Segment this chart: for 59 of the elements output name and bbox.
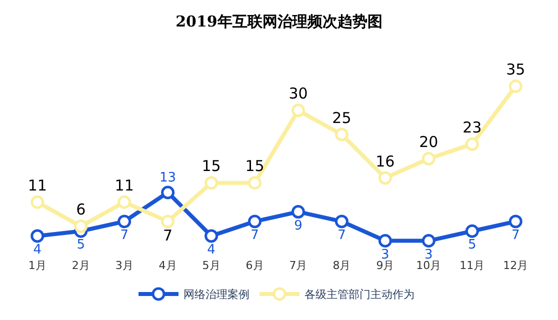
legend-label: 各级主管部门主动作为 <box>304 288 414 302</box>
data-label: 11 <box>28 176 47 195</box>
point <box>465 137 479 151</box>
data-label: 13 <box>160 170 176 186</box>
data-label: 5 <box>468 238 476 253</box>
point <box>161 186 175 200</box>
data-label: 7 <box>120 228 128 244</box>
data-label: 15 <box>202 157 221 176</box>
point <box>422 152 436 166</box>
point <box>74 220 88 234</box>
x-tick-label: 6月 <box>246 259 264 272</box>
data-label: 11 <box>114 176 134 195</box>
x-tick-label: 9月 <box>376 259 394 272</box>
data-label: 4 <box>33 242 42 258</box>
data-label: 6 <box>76 200 86 219</box>
point <box>291 104 305 118</box>
data-label: 5 <box>76 238 85 253</box>
point <box>30 229 44 243</box>
data-label: 7 <box>163 226 173 245</box>
data-label: 15 <box>245 157 264 176</box>
x-tick-label: 12月 <box>503 259 528 272</box>
data-label: 4 <box>207 242 216 258</box>
data-label: 7 <box>338 228 346 244</box>
data-label: 23 <box>462 118 482 137</box>
point <box>334 128 348 142</box>
x-tick-label: 11月 <box>460 259 485 272</box>
x-tick-label: 5月 <box>202 259 220 272</box>
x-tick-label: 4月 <box>158 259 177 272</box>
x-tick-label: 8月 <box>332 259 351 272</box>
point <box>118 214 132 228</box>
point <box>465 224 479 238</box>
legend-label: 网络治理案例 <box>184 288 250 302</box>
data-label: 9 <box>294 218 302 234</box>
data-label: 25 <box>332 108 352 127</box>
data-label: 20 <box>419 133 438 152</box>
point <box>161 214 175 228</box>
point <box>378 234 392 248</box>
point <box>291 205 305 219</box>
point <box>248 214 262 228</box>
x-tick-label: 7月 <box>289 259 308 272</box>
chart-title: 2019年互联网治理频次趋势图 <box>176 12 382 30</box>
point <box>204 176 218 190</box>
point <box>248 176 262 190</box>
point <box>508 79 522 93</box>
data-label: 7 <box>250 228 259 244</box>
data-label: 7 <box>511 228 520 244</box>
data-label: 35 <box>506 60 526 79</box>
point <box>204 229 218 243</box>
point <box>422 234 436 248</box>
point <box>118 195 132 209</box>
data-label: 16 <box>376 152 395 170</box>
point <box>334 214 348 228</box>
x-tick-label: 3月 <box>115 259 134 272</box>
data-label: 30 <box>288 84 308 103</box>
x-tick-label: 2月 <box>72 259 90 272</box>
point <box>30 195 44 209</box>
x-tick-label: 1月 <box>28 259 46 272</box>
point <box>378 171 392 185</box>
point <box>508 214 522 228</box>
